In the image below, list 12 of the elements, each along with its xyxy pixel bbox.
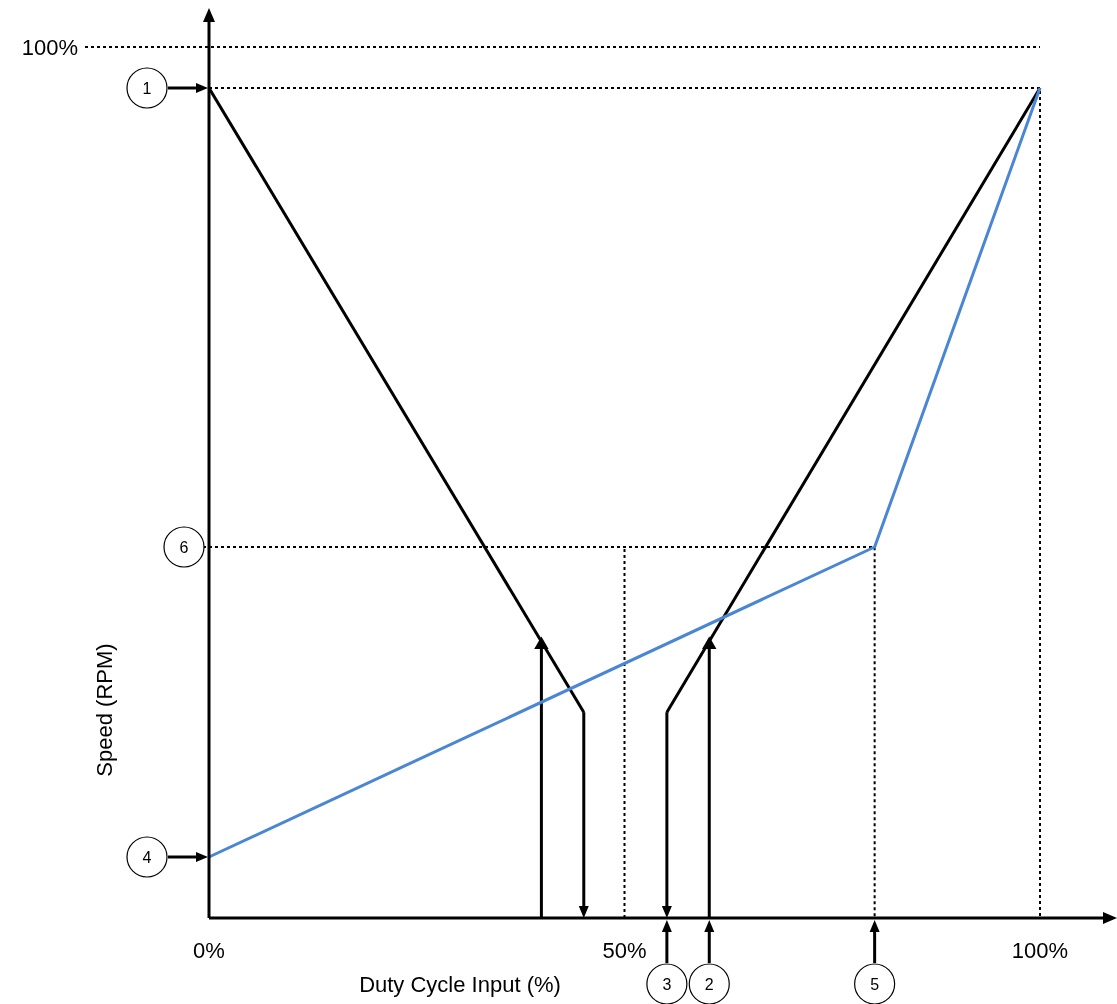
- text: 5: [870, 976, 880, 993]
- text: 2: [704, 976, 714, 993]
- x-tick-label: 50%: [602, 938, 647, 963]
- x-tick-label: 100%: [1011, 938, 1069, 963]
- x-axis-title: Duty Cycle Input (%): [359, 972, 561, 997]
- text: 3: [662, 976, 672, 993]
- text: 1: [142, 80, 152, 97]
- text: 100%: [21, 35, 78, 60]
- y-axis-title: Speed (RPM): [92, 643, 117, 777]
- text: 4: [142, 848, 152, 866]
- text: 6: [179, 538, 189, 556]
- x-tick-label: 0%: [193, 938, 225, 963]
